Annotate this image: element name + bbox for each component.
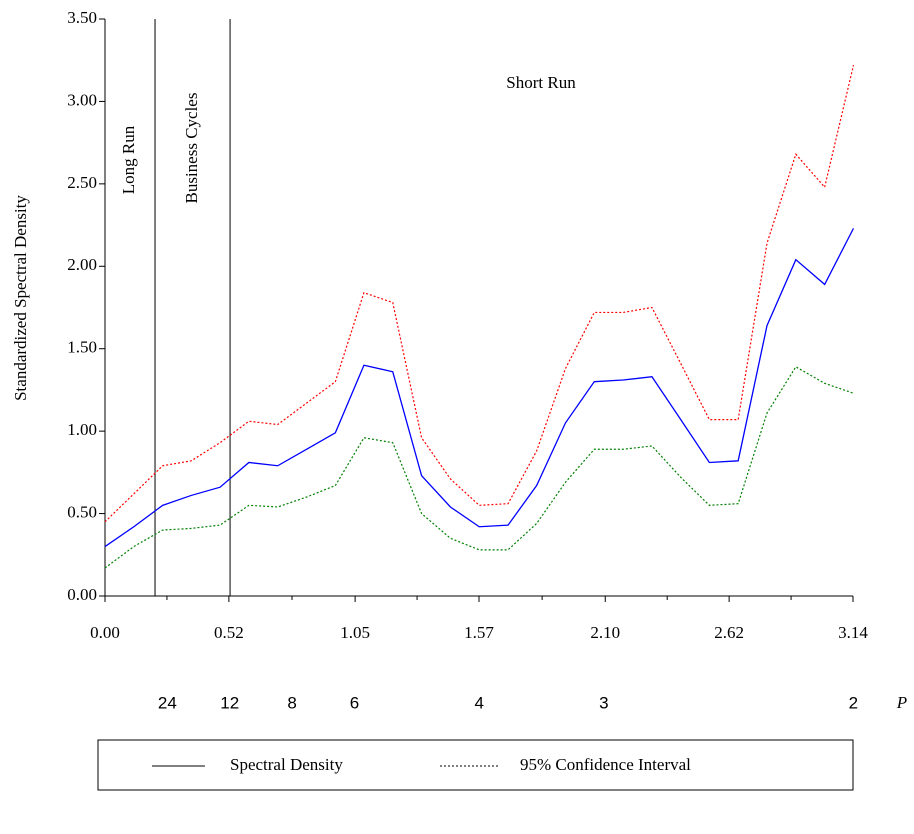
- x-tick-label: 2.10: [590, 623, 620, 642]
- period-label: 2: [849, 693, 858, 712]
- series-line: [104, 366, 854, 569]
- y-tick-label: 2.00: [67, 255, 97, 274]
- series-line: [104, 228, 855, 548]
- x-tick-label: 1.57: [464, 623, 494, 642]
- annotation: Short Run: [506, 73, 576, 92]
- x-tick-label: 3.14: [838, 623, 868, 642]
- x-tick-label: 0.00: [90, 623, 120, 642]
- legend-label: Spectral Density: [230, 755, 343, 774]
- legend-box: [97, 739, 854, 791]
- legend-label: 95% Confidence Interval: [520, 755, 691, 774]
- y-tick-label: 3.00: [67, 90, 97, 109]
- y-tick-label: 0.50: [67, 502, 97, 521]
- y-tick-label: 3.50: [67, 8, 97, 27]
- series-line: [104, 65, 855, 523]
- period-label: 3: [599, 693, 608, 712]
- period-label: 8: [287, 693, 296, 712]
- y-tick-label: 1.00: [67, 420, 97, 439]
- x-tick-label: 1.05: [340, 623, 370, 642]
- y-tick-label: 2.50: [67, 173, 97, 192]
- annotation: Long Run: [119, 125, 138, 194]
- period-label: 12: [220, 693, 239, 712]
- period-label: 6: [350, 693, 359, 712]
- period-label: 4: [474, 693, 483, 712]
- period-label: 24: [158, 693, 177, 712]
- y-tick-label: 1.50: [67, 338, 97, 357]
- y-tick-label: 0.00: [67, 585, 97, 604]
- period-axis-label: P: [896, 693, 907, 712]
- annotation: Business Cycles: [182, 93, 201, 204]
- x-tick-label: 0.52: [214, 623, 244, 642]
- y-axis-label: Standardized Spectral Density: [11, 195, 30, 401]
- x-tick-label: 2.62: [714, 623, 744, 642]
